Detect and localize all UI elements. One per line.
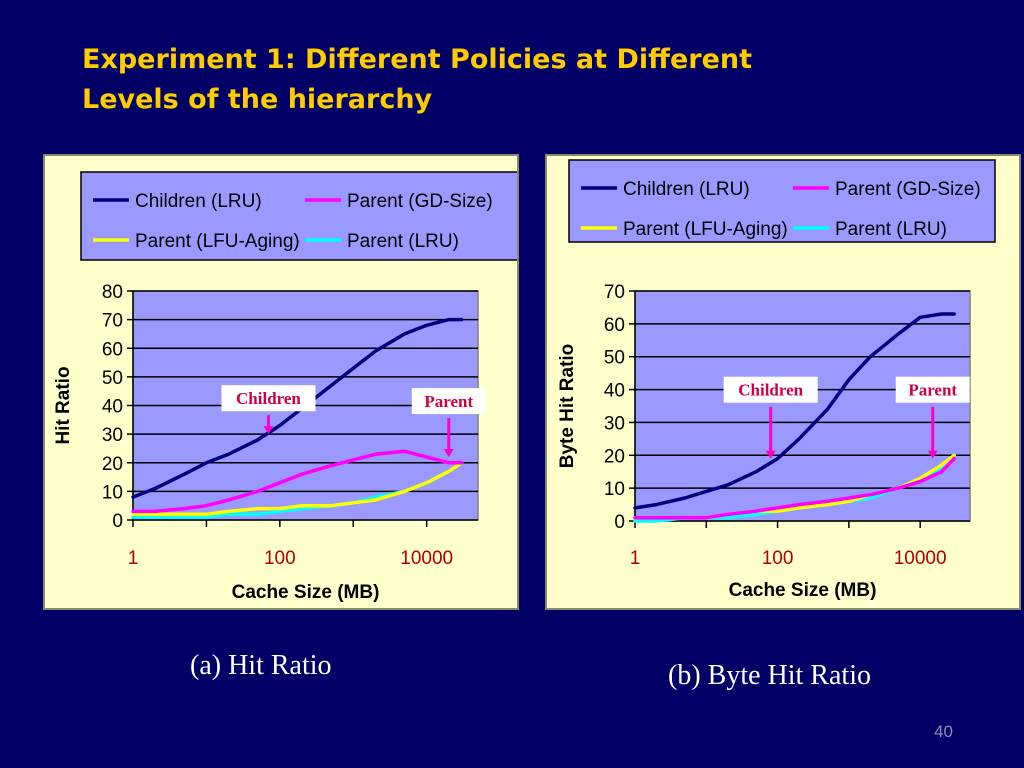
- x-tick-label: 10000: [894, 548, 947, 569]
- legend-entry-children-lru: Children (LRU): [135, 191, 262, 212]
- y-tick-label: 50: [604, 348, 625, 369]
- legend-entry-parent-lru: Parent (LRU): [347, 231, 459, 252]
- callout-box: [723, 376, 818, 403]
- callout-arrowhead: [263, 426, 274, 435]
- callout-label: Children: [738, 381, 803, 400]
- callout-box: [895, 376, 970, 403]
- y-tick-label: 70: [102, 311, 123, 332]
- y-axis-title: Byte Hit Ratio: [557, 344, 578, 469]
- y-tick-label: 80: [102, 282, 123, 303]
- caption-byte-hit-ratio: (b) Byte Hit Ratio: [668, 660, 871, 691]
- x-axis-title: Cache Size (MB): [729, 580, 877, 601]
- y-tick-label: 20: [604, 446, 625, 467]
- callout-parent: Parent: [411, 388, 486, 458]
- y-tick-label: 60: [604, 315, 625, 336]
- legend: Children (LRU) Parent (GD-Size) Parent (LF…: [568, 159, 996, 243]
- legend-entry-children-lru: Children (LRU): [623, 179, 750, 200]
- legend-entry-parent-gd-size: Parent (GD-Size): [835, 179, 981, 200]
- callout-arrowhead: [443, 449, 454, 458]
- x-tick-label: 100: [264, 548, 296, 569]
- byte-hit-ratio-chart: Children (LRU) Parent (GD-Size) Parent (LF…: [557, 159, 996, 601]
- y-tick-label: 30: [604, 413, 625, 434]
- title-line-2: Levels of the hierarchy: [82, 84, 433, 115]
- legend-entry-parent-lfu-aging: Parent (LFU-Aging): [135, 231, 300, 252]
- y-tick-label: 60: [102, 339, 123, 360]
- caption-hit-ratio: (a) Hit Ratio: [190, 650, 332, 681]
- callout-parent: Parent: [895, 376, 970, 459]
- hit-ratio-chart: Children (LRU) Parent (GD-Size) Parent (LF…: [53, 171, 517, 603]
- y-axis-title: Hit Ratio: [53, 366, 74, 444]
- callout-label: Children: [236, 389, 301, 408]
- callout-arrowhead: [765, 450, 776, 459]
- legend-entry-parent-lfu-aging: Parent (LFU-Aging): [623, 219, 788, 240]
- series-line-parent-gd-size: [131, 449, 464, 514]
- legend-box: [80, 171, 517, 261]
- series-line-parent-gd-size: [633, 456, 956, 520]
- x-tick-label: 10000: [400, 548, 453, 569]
- callout-children: Children: [221, 385, 316, 435]
- callout-box: [221, 385, 316, 412]
- y-tick-label: 40: [102, 397, 123, 418]
- callout-label: Parent: [908, 381, 957, 400]
- series-line-children-lru: [633, 312, 956, 510]
- slide-title: Experiment 1: Different Policies at Diff…: [82, 40, 982, 120]
- y-tick-label: 0: [112, 511, 123, 532]
- y-tick-label: 50: [102, 368, 123, 389]
- callout-children: Children: [723, 376, 818, 459]
- legend-entry-parent-lru: Parent (LRU): [835, 219, 947, 240]
- y-tick-label: 20: [102, 454, 123, 475]
- legend-box: [568, 159, 996, 243]
- page-number: 40: [934, 722, 953, 741]
- y-tick-label: 0: [614, 512, 625, 533]
- title-line-1: Experiment 1: Different Policies at Diff…: [82, 44, 753, 75]
- legend: Children (LRU) Parent (GD-Size) Parent (LF…: [80, 171, 517, 261]
- x-tick-label: 100: [762, 548, 794, 569]
- callout-arrowhead: [927, 450, 938, 459]
- plot-area: [634, 290, 971, 522]
- series-line-parent-lfu-aging: [131, 461, 464, 517]
- callout-box: [411, 388, 486, 415]
- y-tick-label: 30: [102, 425, 123, 446]
- x-tick-label: 1: [128, 548, 139, 569]
- y-tick-label: 10: [102, 482, 123, 503]
- x-tick-label: 1: [630, 548, 641, 569]
- hit-ratio-chart-panel: Children (LRU) Parent (GD-Size) Parent (LF…: [43, 154, 519, 610]
- byte-hit-ratio-chart-panel: Children (LRU) Parent (GD-Size) Parent (LF…: [545, 154, 1021, 610]
- legend-entry-parent-gd-size: Parent (GD-Size): [347, 191, 493, 212]
- y-tick-label: 70: [604, 282, 625, 303]
- x-axis-title: Cache Size (MB): [232, 582, 380, 603]
- y-tick-label: 10: [604, 479, 625, 500]
- y-tick-label: 40: [604, 381, 625, 402]
- callout-label: Parent: [424, 392, 473, 411]
